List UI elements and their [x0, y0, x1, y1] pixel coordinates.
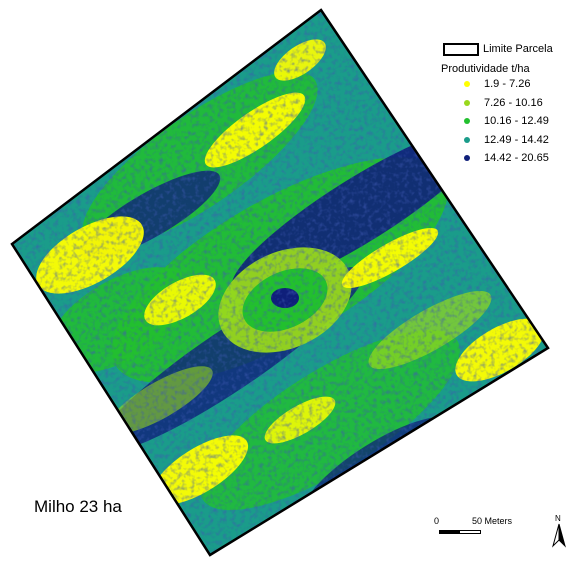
- class-label: 14.42 - 20.65: [484, 152, 549, 165]
- legend-class-row: 7.26 - 10.16: [443, 94, 573, 113]
- class-label: 12.49 - 14.42: [484, 133, 549, 146]
- boundary-swatch: [443, 42, 479, 56]
- field-boundary: [10, 8, 550, 557]
- class-label: 1.9 - 7.26: [484, 78, 531, 91]
- scale-bar-graphic: [439, 530, 481, 534]
- legend-title: Produtividade t/ha: [441, 63, 530, 75]
- class-dot: [464, 118, 470, 125]
- legend-class-row: 10.16 - 12.49: [443, 112, 573, 131]
- class-dot: [464, 99, 470, 106]
- legend-class-row: 1.9 - 7.26: [443, 75, 573, 94]
- class-label: 10.16 - 12.49: [484, 115, 549, 128]
- scale-bar: 0 50 Meters: [434, 516, 514, 544]
- legend-class-row: 12.49 - 14.42: [443, 131, 573, 150]
- legend-classes: 1.9 - 7.26 7.26 - 10.16 10.16 - 12.49 12…: [443, 75, 573, 168]
- map-caption: Milho 23 ha: [34, 497, 122, 516]
- class-dot: [464, 136, 470, 143]
- class-label: 7.26 - 10.16: [484, 96, 543, 109]
- scale-zero-label: 0: [434, 516, 440, 526]
- north-arrow-icon: [552, 523, 566, 548]
- legend-class-row: 14.42 - 20.65: [443, 149, 573, 168]
- class-dot: [464, 81, 470, 88]
- north-arrow: N: [550, 514, 570, 548]
- boundary-label: Limite Parcela: [483, 43, 553, 55]
- legend: Limite Parcela Produtividade t/ha 1.9 - …: [441, 40, 573, 168]
- scale-distance-label: 50 Meters: [472, 516, 513, 526]
- north-letter: N: [555, 514, 561, 523]
- legend-boundary-row: Limite Parcela: [443, 40, 573, 58]
- class-dot: [464, 155, 470, 162]
